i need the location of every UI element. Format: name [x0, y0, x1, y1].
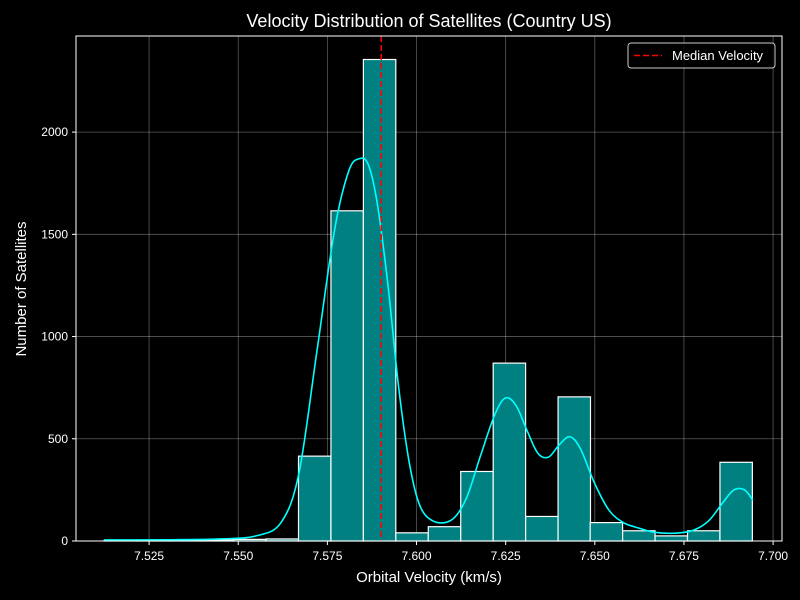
plot-frame	[75, 35, 783, 542]
histogram-bar	[492, 362, 527, 542]
histogram-bar	[557, 396, 592, 542]
histogram-bar	[330, 210, 364, 542]
x-axis-label: Orbital Velocity (km/s)	[356, 569, 502, 586]
x-tick-label: 7.650	[580, 549, 610, 563]
y-tick-label: 2000	[41, 125, 68, 139]
legend: Median Velocity	[627, 42, 776, 69]
y-tick-label: 1000	[41, 330, 68, 344]
histogram-bar	[427, 526, 462, 542]
kde-curve	[104, 157, 754, 541]
y-axis-label: Number of Satellites	[13, 221, 30, 356]
y-tick-label: 500	[48, 432, 68, 446]
x-tick-label: 7.525	[134, 549, 164, 563]
histogram-bar	[460, 470, 494, 542]
x-tick-label: 7.625	[491, 549, 521, 563]
histogram-bar	[654, 535, 689, 542]
histogram-bar	[686, 530, 721, 542]
x-tick-label: 7.600	[402, 549, 432, 563]
histogram-bar	[622, 530, 656, 542]
x-tick-label: 7.675	[669, 549, 699, 563]
legend-median-label: Median Velocity	[672, 48, 764, 63]
ticks-layer: 7.525 7.550 7.575 7.600 7.625 7.650 7.675 7.700…	[41, 125, 788, 563]
x-tick-label: 7.700	[758, 549, 788, 563]
histogram-bar	[589, 521, 624, 542]
histogram-bar	[297, 455, 332, 542]
legend-box	[627, 42, 776, 69]
histogram-bar	[362, 58, 397, 542]
histogram-bar	[719, 461, 753, 542]
x-tick-label: 7.575	[312, 549, 342, 563]
x-tick-label: 7.550	[223, 549, 253, 563]
y-tick-label: 1500	[41, 227, 68, 241]
histogram-bar	[395, 532, 429, 542]
kde-layer	[104, 157, 754, 541]
histogram-bar	[525, 515, 559, 542]
bar-layer	[103, 58, 753, 542]
y-tick-label: 0	[61, 534, 68, 548]
chart-title: Velocity Distribution of Satellites (Cou…	[246, 11, 611, 31]
